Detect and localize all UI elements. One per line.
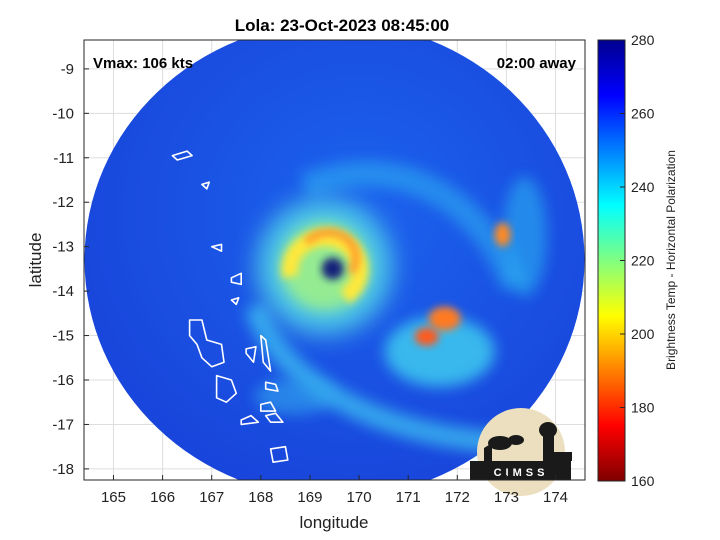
cold-patch-2	[414, 327, 439, 346]
colorbar-tick-label: 220	[631, 253, 655, 269]
y-tick-label: -13	[52, 239, 74, 256]
rainband-north	[299, 160, 527, 292]
island-outline	[201, 181, 210, 190]
y-tick-label: -12	[52, 194, 74, 211]
x-tick-label: 168	[248, 489, 273, 506]
logo-tank	[539, 422, 557, 438]
logo-building-right	[554, 452, 572, 461]
y-tick-label: -11	[53, 150, 74, 167]
cimss-logo: CIMSS	[470, 408, 572, 496]
island-outline	[245, 345, 257, 363]
convection-southeast	[384, 316, 495, 387]
y-tick-label: -15	[52, 328, 74, 345]
colorbar-label: Brightness Temp - Horizontal Polarizatio…	[664, 150, 678, 370]
eyewall-yellow	[282, 230, 368, 304]
colorbar-tick-label: 240	[631, 179, 655, 195]
logo-text: CIMSS	[494, 467, 549, 479]
time-away-label: 02:00 away	[497, 55, 577, 72]
vmax-label: Vmax: 106 kts	[93, 55, 193, 72]
axes-frame	[83, 39, 586, 481]
rainband-outer	[244, 302, 496, 453]
x-tick-label: 167	[199, 489, 224, 506]
chart-title: Lola: 23-Oct-2023 08:45:00	[235, 16, 450, 35]
x-tick-label: 166	[150, 489, 175, 506]
x-tick-label: 174	[543, 489, 568, 506]
x-tick-label: 169	[297, 489, 322, 506]
island-outline	[171, 150, 193, 161]
y-tick-label: -18	[52, 461, 74, 478]
colorbar-ticks: 160 180 200 220 240 260 280	[620, 32, 655, 489]
colorbar: 160 180 200 220 240 260 280 Brightness Temp - …	[597, 32, 678, 489]
logo-bar	[470, 461, 571, 480]
colorbar-tick-label: 160	[631, 473, 655, 489]
colorbar-tick-label: 260	[631, 106, 655, 122]
coastlines	[171, 150, 289, 463]
y-tick-label: -10	[52, 105, 74, 122]
x-tick-label: 171	[396, 489, 421, 506]
colorbar-tick-label: 200	[631, 326, 655, 342]
island-outline	[230, 272, 242, 286]
x-tick-label: 172	[445, 489, 470, 506]
eyewall-orange	[303, 228, 361, 276]
y-tick-label: -17	[52, 416, 74, 433]
island-outline	[264, 412, 284, 423]
logo-building	[484, 443, 492, 461]
eye	[321, 257, 344, 280]
y-tick-label: -9	[61, 61, 74, 78]
island-outline	[260, 334, 272, 372]
colorbar-tick-label: 180	[631, 400, 655, 416]
y-axis-label: latitude	[26, 233, 45, 288]
island-outline	[260, 401, 277, 412]
x-axis: 165 166 167 168 169 170 171 172 173 174	[101, 475, 568, 506]
island-outline	[230, 297, 240, 306]
cold-patch-3	[494, 222, 511, 247]
x-axis-label: longitude	[299, 513, 368, 532]
logo-dish-small	[508, 435, 524, 445]
logo-tower	[543, 432, 554, 461]
logo-dish	[488, 436, 512, 450]
cold-patch-1	[428, 306, 461, 331]
island-outline	[269, 445, 289, 463]
island-outline	[210, 243, 223, 252]
y-axis: -9 -10 -11 -12 -13 -14 -15 -16 -17 -18	[52, 61, 89, 478]
x-tick-label: 170	[347, 489, 372, 506]
island-outline	[188, 319, 225, 368]
island-outline	[240, 414, 260, 426]
x-tick-label: 165	[101, 489, 126, 506]
y-tick-label: -16	[52, 372, 74, 389]
swath-detail	[244, 160, 547, 453]
x-tick-label: 173	[494, 489, 519, 506]
island-outline	[215, 374, 238, 403]
y-tick-label: -14	[52, 283, 74, 300]
island-outline	[264, 381, 279, 392]
band-east	[502, 176, 547, 297]
colorbar-tick-label: 280	[631, 32, 655, 48]
band-south	[254, 378, 335, 415]
microwave-swath	[84, 40, 585, 480]
